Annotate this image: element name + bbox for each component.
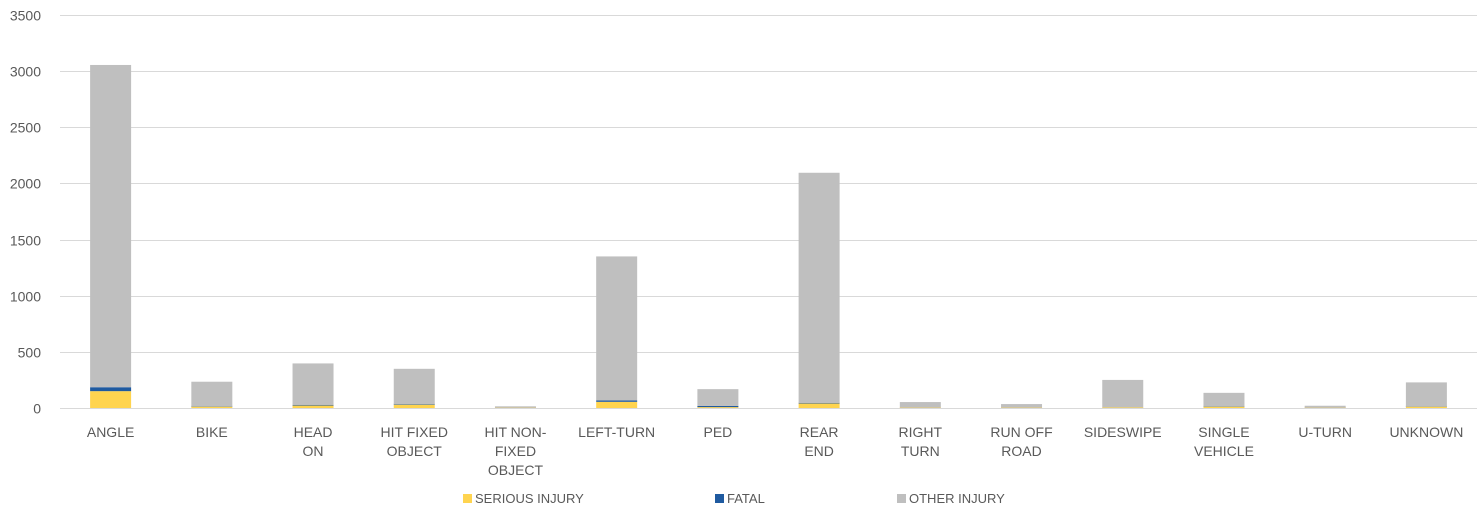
legend: SERIOUS INJURY FATAL OTHER INJURY bbox=[463, 491, 1005, 506]
bar-segment-fatal bbox=[90, 387, 132, 392]
bar-segment-serious-injury bbox=[393, 404, 435, 408]
y-tick-label: 3500 bbox=[10, 8, 41, 24]
x-category-label-line: OBJECT bbox=[488, 462, 544, 478]
x-category-label-line: UNKNOWN bbox=[1389, 424, 1463, 440]
y-tick-label: 2500 bbox=[10, 120, 41, 136]
bar-segment-other-injury bbox=[1304, 405, 1346, 408]
x-axis-category-labels: ANGLE BIKE HEAD ON HIT FIXED OBJECT HIT NON- FI… bbox=[87, 424, 1463, 478]
bar-segment-other-injury bbox=[1405, 382, 1447, 407]
bar-segment-other-injury bbox=[697, 389, 739, 406]
y-tick-label: 2000 bbox=[10, 176, 41, 192]
x-category-label-line: TURN bbox=[901, 443, 940, 459]
x-category-label-line: U-TURN bbox=[1298, 424, 1352, 440]
bar-segment-serious-injury bbox=[90, 391, 132, 408]
x-category-label-line: ANGLE bbox=[87, 424, 134, 440]
x-category-label: HIT NON- FIXED OBJECT bbox=[484, 424, 546, 478]
x-category-label: LEFT-TURN bbox=[578, 424, 655, 440]
bar-segment-other-injury bbox=[191, 381, 233, 407]
x-category-label: SINGLE VEHICLE bbox=[1194, 424, 1254, 459]
x-category-label: HEAD ON bbox=[294, 424, 333, 459]
bar-segment-other-injury bbox=[1001, 404, 1043, 408]
bar-segment-other-injury bbox=[1102, 379, 1144, 408]
x-category-label: RUN OFF ROAD bbox=[990, 424, 1052, 459]
x-category-label: REAR END bbox=[800, 424, 839, 459]
bar-segment-other-injury bbox=[798, 172, 840, 404]
bar-segment-other-injury bbox=[494, 406, 536, 408]
legend-label-other-injury: OTHER INJURY bbox=[909, 491, 1005, 506]
x-category-label-line: VEHICLE bbox=[1194, 443, 1254, 459]
gridlines bbox=[60, 15, 1477, 353]
bar-segment-serious-injury bbox=[596, 401, 638, 408]
x-category-label-line: RUN OFF bbox=[990, 424, 1052, 440]
y-tick-label: 1000 bbox=[10, 289, 41, 305]
bar-segment-serious-injury bbox=[798, 403, 840, 408]
x-category-label-line: HIT FIXED bbox=[381, 424, 448, 440]
y-axis-tick-labels: 0 500 1000 1500 2000 2500 3000 3500 bbox=[10, 8, 41, 417]
y-tick-label: 1500 bbox=[10, 233, 41, 249]
bar-segment-other-injury bbox=[393, 368, 435, 405]
bar-segment-other-injury bbox=[1203, 392, 1245, 407]
bar-segment-other-injury bbox=[596, 256, 638, 401]
x-category-label: PED bbox=[703, 424, 732, 440]
x-category-label: SIDESWIPE bbox=[1084, 424, 1162, 440]
x-category-label-line: END bbox=[804, 443, 834, 459]
bar-segment-serious-injury bbox=[292, 405, 334, 408]
legend-label-fatal: FATAL bbox=[727, 491, 765, 506]
bar-segment-serious-injury bbox=[697, 407, 739, 408]
bar-segment-fatal bbox=[697, 405, 739, 408]
x-category-label: UNKNOWN bbox=[1389, 424, 1463, 440]
x-category-label-line: RIGHT bbox=[899, 424, 943, 440]
x-category-label-line: HEAD bbox=[294, 424, 333, 440]
bar-segment-fatal bbox=[393, 403, 435, 405]
bar-segment-serious-injury bbox=[1405, 406, 1447, 408]
y-tick-label: 3000 bbox=[10, 64, 41, 80]
bar-segment-other-injury bbox=[292, 363, 334, 405]
bar-segment-fatal bbox=[798, 402, 840, 404]
x-category-label-line: BIKE bbox=[196, 424, 228, 440]
x-category-label-line: SIDESWIPE bbox=[1084, 424, 1162, 440]
x-category-label-line: FIXED bbox=[495, 443, 536, 459]
x-category-label: U-TURN bbox=[1298, 424, 1352, 440]
x-category-label: HIT FIXED OBJECT bbox=[381, 424, 448, 459]
bar-segment-other-injury bbox=[899, 402, 941, 408]
bar-segment-serious-injury bbox=[1102, 407, 1144, 408]
x-category-label: ANGLE bbox=[87, 424, 134, 440]
x-category-label: RIGHT TURN bbox=[899, 424, 943, 459]
x-category-label: BIKE bbox=[196, 424, 228, 440]
y-tick-label: 0 bbox=[33, 401, 41, 417]
bar-segment-serious-injury bbox=[191, 406, 233, 408]
x-category-label-line: ON bbox=[303, 443, 324, 459]
x-category-label-line: SINGLE bbox=[1198, 424, 1249, 440]
bar-segment-fatal bbox=[292, 404, 334, 406]
legend-label-serious-injury: SERIOUS INJURY bbox=[475, 491, 584, 506]
bars bbox=[90, 64, 1447, 408]
bar-segment-other-injury bbox=[90, 64, 132, 388]
x-category-label-line: ROAD bbox=[1001, 443, 1041, 459]
bar-segment-fatal bbox=[596, 400, 638, 402]
legend-swatch-other-injury bbox=[897, 494, 906, 503]
x-category-label-line: HIT NON- bbox=[484, 424, 546, 440]
x-category-label-line: REAR bbox=[800, 424, 839, 440]
x-category-label-line: PED bbox=[703, 424, 732, 440]
legend-swatch-fatal bbox=[715, 494, 724, 503]
legend-swatch-serious-injury bbox=[463, 494, 472, 503]
x-category-label-line: LEFT-TURN bbox=[578, 424, 655, 440]
x-category-label-line: OBJECT bbox=[387, 443, 443, 459]
bar-segment-serious-injury bbox=[1203, 406, 1245, 408]
y-tick-label: 500 bbox=[18, 345, 42, 361]
